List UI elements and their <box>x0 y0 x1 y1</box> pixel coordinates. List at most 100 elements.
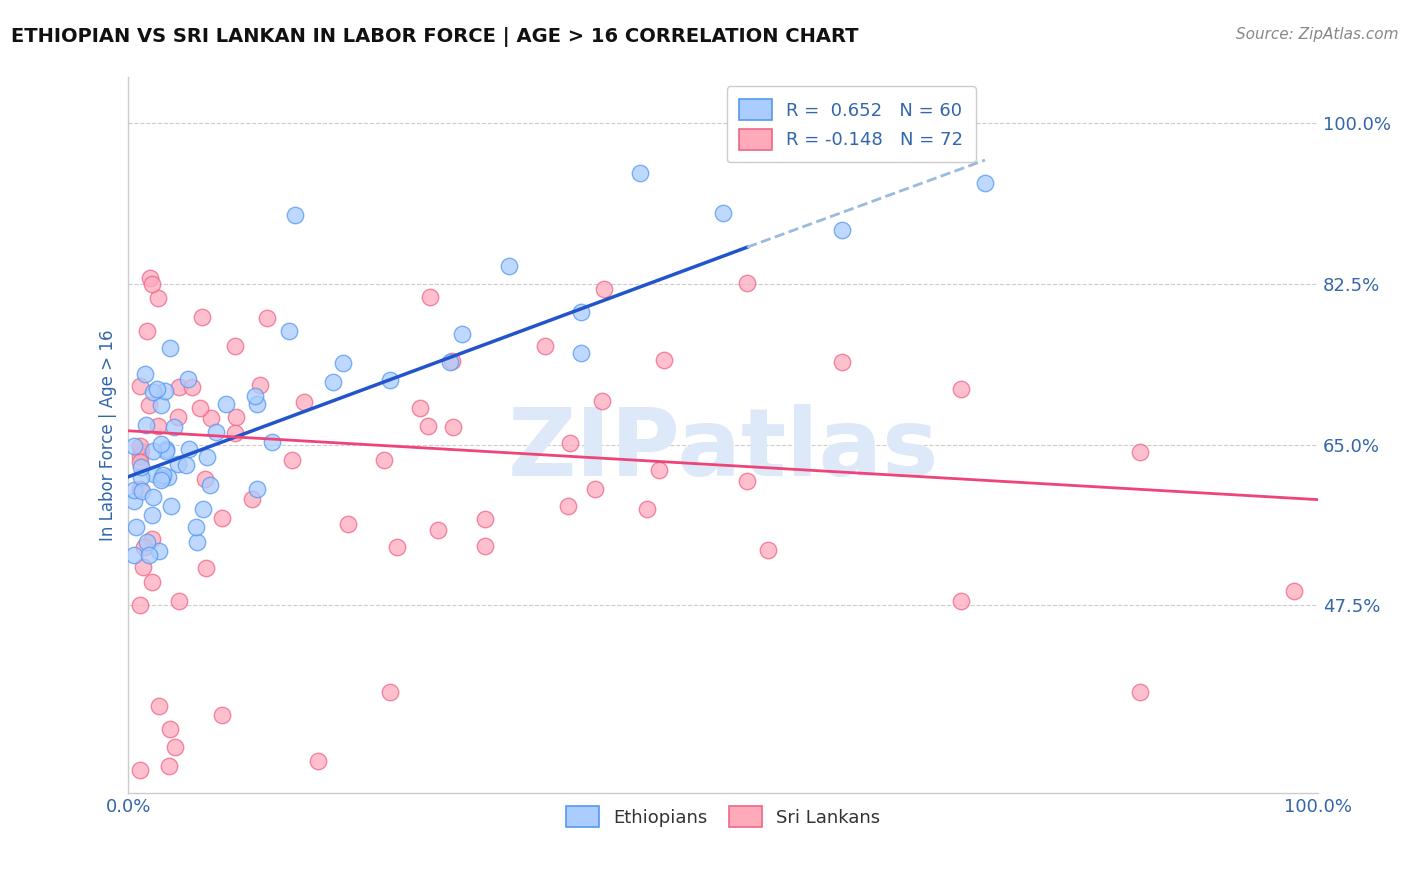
Point <box>278 325 301 339</box>
Point <box>648 463 671 477</box>
Point <box>159 722 181 736</box>
Point <box>124 483 146 497</box>
Point <box>628 166 651 180</box>
Point <box>176 372 198 386</box>
Point <box>129 482 152 496</box>
Point <box>409 401 432 416</box>
Point <box>150 473 173 487</box>
Point <box>332 356 354 370</box>
Point <box>441 420 464 434</box>
Point <box>498 259 520 273</box>
Point <box>198 477 221 491</box>
Point <box>152 467 174 482</box>
Point <box>141 508 163 522</box>
Point <box>157 470 180 484</box>
Point <box>373 453 395 467</box>
Point <box>240 491 263 506</box>
Point <box>200 411 222 425</box>
Point <box>225 410 247 425</box>
Point <box>246 397 269 411</box>
Point <box>385 540 408 554</box>
Point <box>188 401 211 416</box>
Point <box>167 593 190 607</box>
Point <box>166 457 188 471</box>
Point <box>215 396 238 410</box>
Point <box>149 398 172 412</box>
Point <box>129 449 152 463</box>
Point <box>186 535 208 549</box>
Point <box>138 398 160 412</box>
Point <box>142 491 165 505</box>
Point <box>211 708 233 723</box>
Point <box>155 442 177 457</box>
Point <box>292 395 315 409</box>
Point <box>249 378 271 392</box>
Point <box>131 444 153 458</box>
Point <box>711 205 734 219</box>
Point <box>224 339 246 353</box>
Text: ZIPatlas: ZIPatlas <box>508 404 939 496</box>
Point <box>135 418 157 433</box>
Point <box>141 575 163 590</box>
Point <box>131 469 153 483</box>
Point <box>167 380 190 394</box>
Point <box>129 439 152 453</box>
Point <box>195 561 218 575</box>
Point <box>157 759 180 773</box>
Point <box>440 354 463 368</box>
Point <box>419 290 441 304</box>
Point <box>143 467 166 481</box>
Point <box>246 483 269 497</box>
Point <box>148 699 170 714</box>
Point <box>124 494 146 508</box>
Point <box>322 375 344 389</box>
Point <box>439 354 461 368</box>
Point <box>195 450 218 465</box>
Point <box>179 442 201 456</box>
Point <box>131 483 153 498</box>
Point <box>146 382 169 396</box>
Point <box>191 501 214 516</box>
Point <box>569 346 592 360</box>
Point <box>125 520 148 534</box>
Point <box>211 511 233 525</box>
Point <box>474 512 496 526</box>
Point <box>416 418 439 433</box>
Point <box>534 339 557 353</box>
Point <box>307 754 329 768</box>
Point <box>146 419 169 434</box>
Point <box>149 436 172 450</box>
Point <box>593 282 616 296</box>
Point <box>153 384 176 398</box>
Point <box>756 542 779 557</box>
Point <box>160 499 183 513</box>
Point <box>141 532 163 546</box>
Point <box>380 373 402 387</box>
Point <box>142 444 165 458</box>
Point <box>1129 444 1152 458</box>
Point <box>557 499 579 513</box>
Point <box>560 436 582 450</box>
Y-axis label: In Labor Force | Age > 16: In Labor Force | Age > 16 <box>100 330 117 541</box>
Point <box>167 409 190 424</box>
Legend: Ethiopians, Sri Lankans: Ethiopians, Sri Lankans <box>560 799 887 834</box>
Text: ETHIOPIAN VS SRI LANKAN IN LABOR FORCE | AGE > 16 CORRELATION CHART: ETHIOPIAN VS SRI LANKAN IN LABOR FORCE |… <box>11 27 859 46</box>
Point <box>652 353 675 368</box>
Point <box>950 382 973 396</box>
Point <box>132 560 155 574</box>
Point <box>224 426 246 441</box>
Point <box>155 444 177 458</box>
Point <box>150 471 173 485</box>
Point <box>146 291 169 305</box>
Point <box>138 270 160 285</box>
Point <box>135 535 157 549</box>
Point <box>831 355 853 369</box>
Point <box>124 439 146 453</box>
Point <box>181 380 204 394</box>
Point <box>165 740 187 755</box>
Point <box>186 520 208 534</box>
Point <box>129 459 152 474</box>
Point <box>380 685 402 699</box>
Point <box>245 389 267 403</box>
Point <box>191 310 214 325</box>
